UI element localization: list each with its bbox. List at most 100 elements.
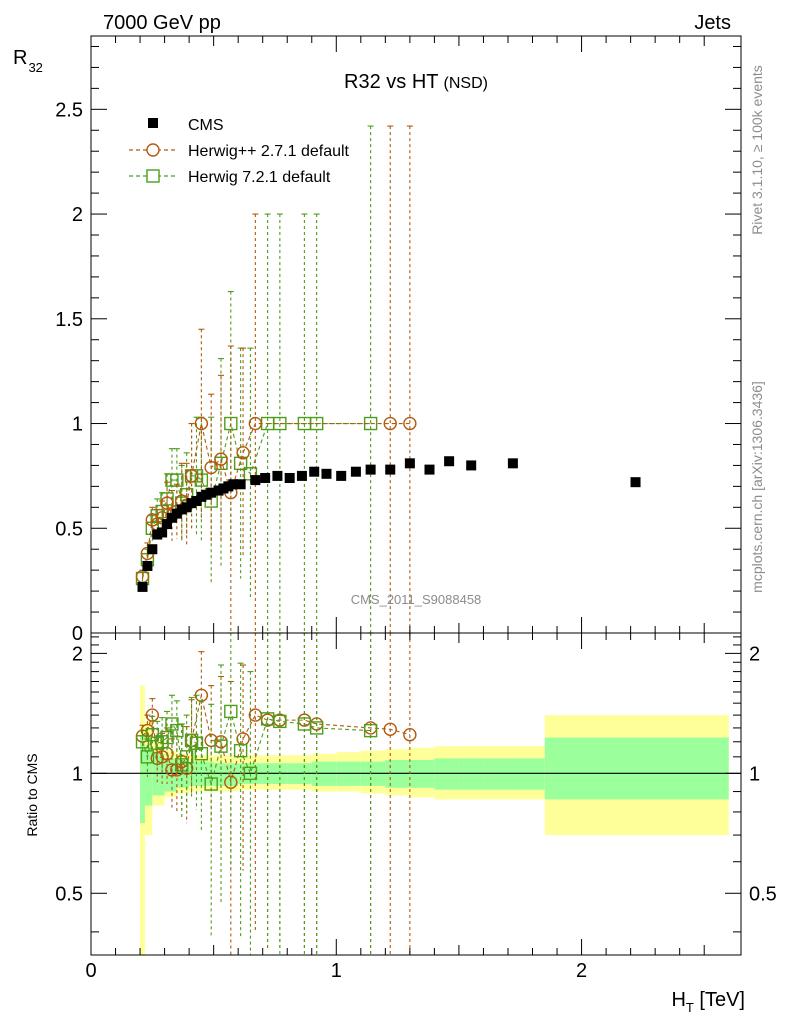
data-point-cms — [350, 466, 361, 477]
data-point-herwig7 — [160, 492, 174, 506]
main-y-axis-ticks: 0.5 1 1.5 2 2.5 0 — [55, 36, 741, 645]
data-point-cms — [147, 544, 158, 555]
ratio-point-herwig7 — [179, 750, 194, 764]
data-point-herwig-pp — [194, 416, 209, 431]
ratio-y-tick-label-right: 0.5 — [749, 883, 777, 905]
data-point-cms — [250, 475, 261, 486]
main-plot-panel: 0.5 1 1.5 2 2.5 0 R32 vs HT (NSD) R32 CMS Herw… — [13, 35, 742, 645]
data-point-herwig7 — [233, 456, 248, 471]
ratio-y-tick-label: 0.5 — [55, 883, 83, 905]
ratio-stat-uncertainty-band — [434, 758, 459, 790]
data-point-cms — [142, 560, 153, 571]
data-point-cms — [206, 487, 217, 498]
ratio-point-herwig7 — [170, 723, 184, 738]
legend-entry-herwig7: Herwig 7.2.1 default — [129, 169, 331, 186]
data-point-cms — [466, 460, 477, 471]
legend-entry-herwig-pp: Herwig++ 2.7.1 default — [129, 143, 350, 160]
plot-title-main: R32 vs HT — [344, 71, 438, 93]
x-axis-label-subscript: T — [686, 1000, 694, 1015]
main-y-axis-label: R32 — [13, 47, 43, 75]
x-tick-label: 0 — [85, 960, 96, 982]
data-point-cms — [162, 519, 173, 530]
data-point-cms — [296, 470, 307, 481]
data-point-cms — [507, 458, 518, 469]
ratio-y-tick-label: 2 — [72, 643, 83, 665]
main-plot-area — [135, 125, 641, 633]
ratio-stat-uncertainty-band — [507, 758, 545, 790]
data-point-herwig-pp — [184, 469, 199, 483]
data-point-herwig-pp — [214, 452, 228, 466]
ratio-point-herwig7 — [309, 721, 324, 735]
ratio-point-herwig7 — [155, 735, 169, 749]
data-point-cms — [424, 464, 435, 475]
analysis-tag: CMS_2011_S9088458 — [351, 592, 482, 607]
data-point-cms — [272, 470, 283, 481]
x-axis-label-main: H — [671, 989, 685, 1011]
ratio-point-herwig7 — [204, 777, 218, 791]
x-tick-label: 1 — [331, 960, 342, 982]
ratio-point-herwig-pp — [145, 708, 160, 722]
ratio-point-herwig7 — [175, 758, 189, 772]
y-axis-label-subscript: 32 — [28, 60, 42, 75]
data-point-cms — [235, 479, 246, 490]
ratio-point-herwig7 — [233, 743, 248, 758]
legend-label-cms: CMS — [188, 117, 224, 134]
ratio-point-herwig-pp — [165, 763, 179, 777]
ratio-plot-panel: 0.5 0.5 1 1 2 2 0 1 2 Ratio to CMS HT [TeV] — [24, 632, 777, 1015]
ratio-stat-uncertainty-band — [458, 758, 484, 790]
data-point-herwig7 — [224, 416, 238, 431]
data-point-cms — [260, 472, 271, 483]
ratio-axes-ticks: 0.5 0.5 1 1 2 2 0 1 2 — [55, 633, 777, 982]
ratio-point-herwig-pp — [383, 722, 397, 736]
ratio-y-tick-label: 1 — [72, 763, 83, 785]
ratio-point-herwig-pp — [224, 775, 238, 789]
data-point-cms — [336, 470, 347, 481]
legend-label-herwig7: Herwig 7.2.1 default — [188, 169, 331, 186]
data-point-cms — [404, 458, 415, 469]
ratio-point-herwig-pp — [403, 728, 417, 742]
data-point-cms — [630, 477, 641, 488]
legend-entry-cms: CMS — [148, 117, 224, 134]
ratio-point-herwig7 — [243, 766, 258, 781]
x-axis-label-unit: [TeV] — [694, 989, 745, 1011]
data-point-herwig-pp — [236, 446, 250, 460]
data-point-herwig-pp — [403, 416, 417, 431]
data-point-herwig-pp — [248, 416, 263, 431]
series-line-herwig7 — [141, 422, 371, 579]
ratio-point-herwig7 — [214, 739, 228, 753]
ratio-y-tick-label-right: 2 — [749, 643, 760, 665]
ratio-plot-frame — [90, 632, 742, 956]
ratio-point-herwig7 — [140, 750, 155, 764]
data-point-cms — [444, 456, 455, 467]
ratio-point-herwig7 — [135, 735, 150, 749]
ratio-point-herwig7 — [184, 733, 199, 748]
header-process-label: Jets — [694, 12, 731, 34]
data-point-herwig-pp — [160, 496, 174, 510]
ratio-point-herwig7 — [189, 736, 204, 750]
legend: CMS Herwig++ 2.7.1 default Herwig 7.2.1 … — [129, 117, 350, 186]
ratio-point-herwig7 — [273, 714, 287, 729]
main-y-tick-label: 1.5 — [55, 309, 83, 331]
ratio-point-herwig7 — [160, 730, 174, 745]
ratio-plot-area — [91, 632, 741, 955]
rivet-credit: Rivet 3.1.10, ≥ 100k events — [749, 65, 765, 235]
header-beam-label: 7000 GeV pp — [103, 12, 221, 34]
mcplots-credit: mcplots.cern.ch [arXiv:1306.3436] — [749, 381, 765, 593]
main-y-tick-label: 2.5 — [55, 99, 83, 121]
ratio-point-herwig7 — [224, 704, 238, 719]
ratio-point-herwig7 — [145, 728, 160, 742]
ratio-stat-uncertainty-band — [483, 758, 508, 790]
x-axis-label: HT [TeV] — [671, 989, 745, 1015]
ratio-stat-uncertainty-band — [144, 747, 153, 806]
data-point-cms — [137, 581, 148, 592]
data-point-herwig-pp — [204, 460, 218, 475]
data-point-cms — [157, 527, 168, 538]
main-y-tick-label: 1 — [72, 414, 83, 436]
legend-label-herwig-pp: Herwig++ 2.7.1 default — [188, 143, 350, 160]
data-point-herwig-pp — [383, 416, 397, 431]
legend-marker-herwig7 — [146, 169, 160, 183]
ratio-point-herwig7 — [363, 723, 378, 738]
y-axis-label-main: R — [13, 47, 27, 69]
